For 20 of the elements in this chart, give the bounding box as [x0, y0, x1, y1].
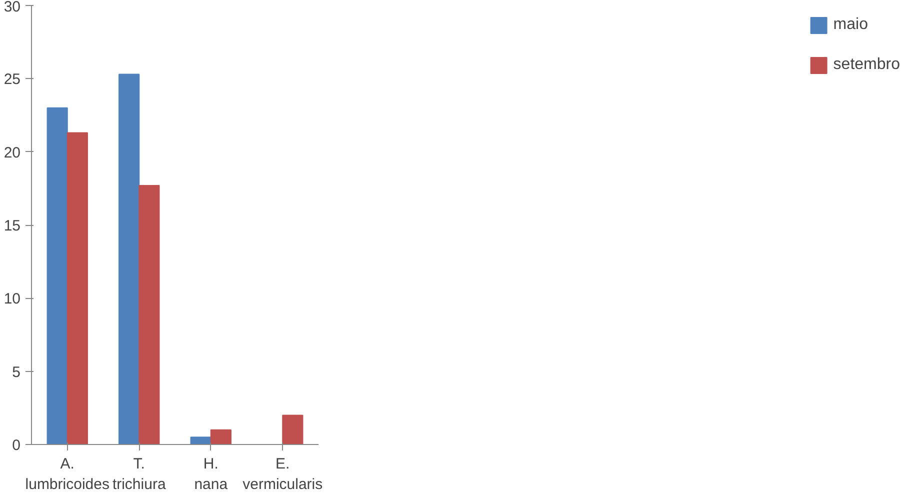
bar — [118, 74, 140, 444]
y-tick-label: 25 — [4, 71, 21, 88]
y-tick-label: 0 — [12, 437, 20, 454]
bar — [210, 429, 232, 444]
x-tick-label: H. nana — [194, 456, 228, 493]
legend-label: maio — [833, 16, 868, 34]
bar — [46, 107, 68, 444]
bar — [66, 132, 88, 444]
y-tick-label: 30 — [4, 0, 21, 16]
bar — [138, 184, 160, 444]
bar — [282, 414, 304, 444]
x-tick-label: T. trichiura — [112, 456, 166, 493]
bar — [190, 436, 212, 444]
x-tick-label: A. lumbricoides — [25, 456, 110, 493]
y-tick-label: 5 — [12, 364, 20, 381]
y-tick-label: 20 — [4, 144, 21, 162]
legend-label: setembro — [833, 56, 900, 74]
y-tick-label: 15 — [4, 218, 21, 234]
y-tick-label: 10 — [4, 290, 21, 308]
x-tick-label: E. vermicularis — [242, 456, 323, 493]
